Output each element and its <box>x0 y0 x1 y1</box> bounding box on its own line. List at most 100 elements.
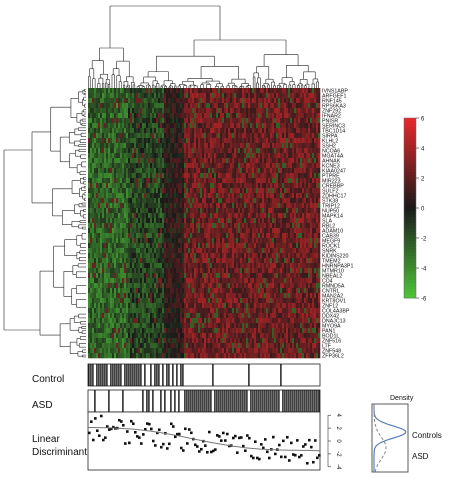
heatmap-cell <box>178 183 181 189</box>
heatmap-cell <box>112 213 115 219</box>
heatmap-cell <box>130 158 133 164</box>
heatmap-cell <box>272 88 275 94</box>
heatmap-cell <box>106 103 109 109</box>
heatmap-cell <box>208 183 211 189</box>
heatmap-cell <box>126 93 129 99</box>
heatmap-cell <box>98 218 101 224</box>
heatmap-cell <box>204 243 207 249</box>
heatmap-cell <box>308 153 311 159</box>
heatmap-cell <box>246 173 249 179</box>
heatmap-cell <box>134 243 137 249</box>
heatmap-cell <box>290 223 293 229</box>
heatmap-cell <box>292 213 295 219</box>
heatmap-cell <box>296 253 299 259</box>
heatmap-cell <box>120 198 123 204</box>
heatmap-cell <box>144 103 147 109</box>
heatmap-cell <box>92 228 95 234</box>
heatmap-cell <box>110 203 113 209</box>
heatmap-cell <box>228 148 231 154</box>
heatmap-cell <box>158 128 161 134</box>
heatmap-cell <box>88 163 91 169</box>
heatmap-cell <box>250 93 253 99</box>
heatmap-cell <box>268 93 271 99</box>
heatmap-cell <box>124 108 127 114</box>
heatmap-cell <box>106 93 109 99</box>
heatmap-cell <box>200 233 203 239</box>
heatmap-cell <box>108 158 111 164</box>
heatmap-cell <box>268 263 271 269</box>
heatmap-cell <box>284 103 287 109</box>
heatmap-cell <box>282 253 285 259</box>
heatmap-cell <box>246 93 249 99</box>
heatmap-cell <box>92 253 95 259</box>
heatmap-cell <box>132 108 135 114</box>
heatmap-cell <box>152 258 155 264</box>
heatmap-cell <box>238 158 241 164</box>
heatmap-cell <box>234 168 237 174</box>
heatmap-cell <box>188 248 191 254</box>
heatmap-cell <box>150 183 153 189</box>
heatmap-cell <box>308 223 311 229</box>
heatmap-cell <box>312 168 315 174</box>
heatmap-cell <box>286 178 289 184</box>
heatmap-cell <box>310 143 313 149</box>
heatmap-cell <box>122 143 125 149</box>
heatmap-cell <box>146 108 149 114</box>
heatmap-cell <box>210 183 213 189</box>
heatmap-cell <box>302 228 305 234</box>
heatmap-cell <box>288 143 291 149</box>
heatmap-cell <box>134 98 137 104</box>
heatmap-cell <box>110 93 113 99</box>
heatmap-cell <box>308 248 311 254</box>
heatmap-cell <box>186 143 189 149</box>
heatmap-cell <box>228 88 231 94</box>
heatmap-cell <box>178 123 181 129</box>
heatmap-cell <box>270 253 273 259</box>
heatmap-cell <box>274 103 277 109</box>
heatmap-cell <box>252 233 255 239</box>
heatmap-cell <box>144 173 147 179</box>
heatmap-cell <box>224 238 227 244</box>
heatmap-cell <box>208 243 211 249</box>
heatmap-cell <box>170 118 173 124</box>
heatmap-cell <box>198 223 201 229</box>
heatmap-cell <box>170 258 173 264</box>
heatmap-cell <box>198 163 201 169</box>
heatmap-cell <box>302 248 305 254</box>
heatmap-cell <box>92 178 95 184</box>
heatmap-cell <box>158 183 161 189</box>
heatmap-cell <box>194 163 197 169</box>
heatmap-cell <box>114 153 117 159</box>
heatmap-cell <box>300 253 303 259</box>
heatmap-cell <box>140 93 143 99</box>
heatmap-cell <box>98 233 101 239</box>
heatmap-cell <box>118 223 121 229</box>
heatmap-cell <box>214 243 217 249</box>
heatmap-cell <box>246 213 249 219</box>
heatmap-cell <box>136 198 139 204</box>
heatmap-cell <box>188 233 191 239</box>
heatmap-cell <box>318 258 321 264</box>
heatmap-cell <box>102 223 105 229</box>
heatmap-cell <box>270 173 273 179</box>
heatmap-cell <box>272 163 275 169</box>
heatmap-cell <box>190 263 193 269</box>
heatmap-cell <box>126 228 129 234</box>
heatmap-cell <box>146 203 149 209</box>
heatmap-cell <box>126 113 129 119</box>
heatmap-cell <box>164 123 167 129</box>
heatmap-cell <box>104 233 107 239</box>
heatmap-cell <box>274 198 277 204</box>
heatmap-cell <box>136 153 139 159</box>
heatmap-cell <box>314 193 317 199</box>
heatmap-cell <box>102 268 105 274</box>
heatmap-cell <box>116 243 119 249</box>
heatmap-cell <box>144 243 147 249</box>
heatmap-cell <box>244 188 247 194</box>
heatmap-cell <box>128 108 131 114</box>
heatmap-cell <box>120 138 123 144</box>
heatmap-cell <box>108 188 111 194</box>
heatmap-cell <box>104 168 107 174</box>
heatmap-cell <box>130 183 133 189</box>
heatmap-cell <box>180 223 183 229</box>
